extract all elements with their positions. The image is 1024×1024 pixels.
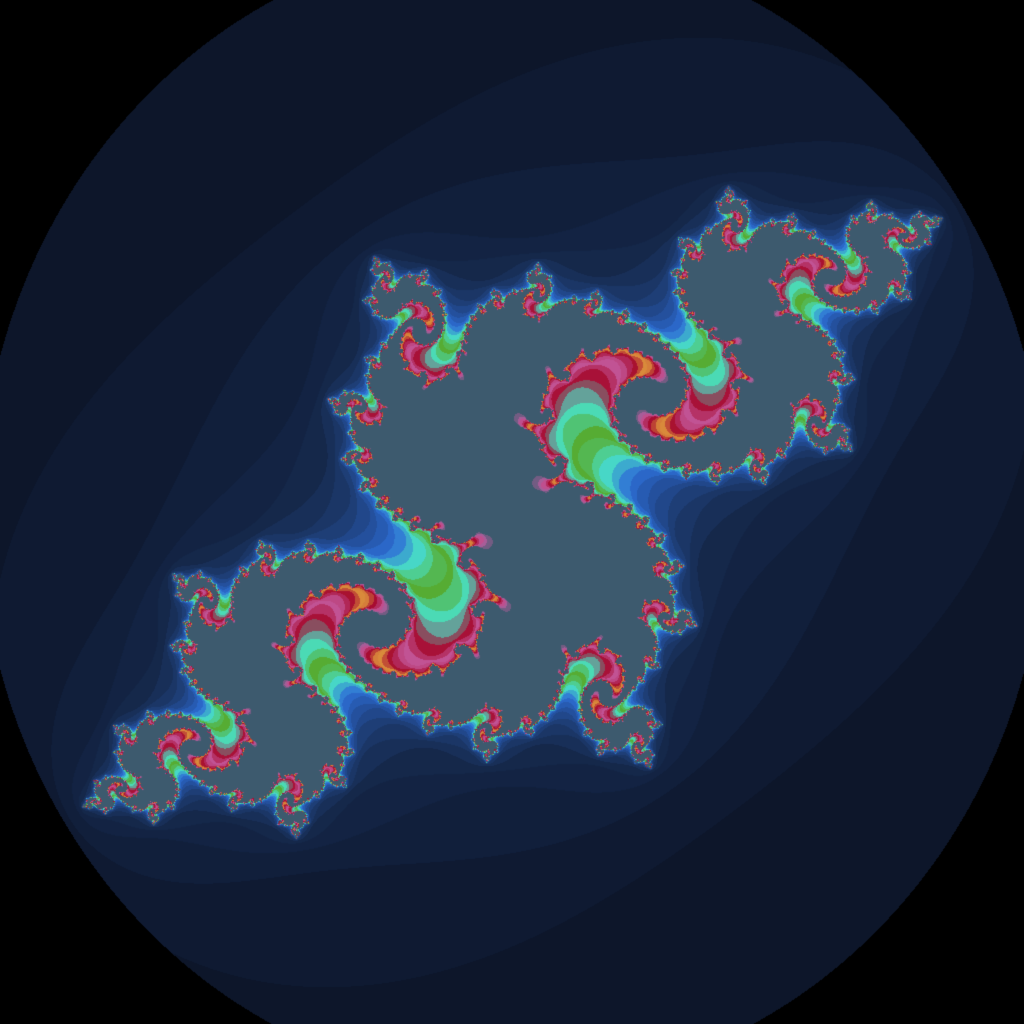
julia-fractal-image	[0, 0, 1024, 1024]
